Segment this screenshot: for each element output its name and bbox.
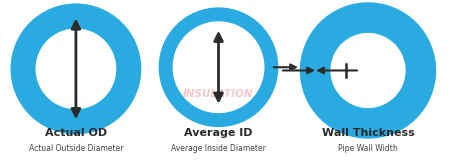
- Text: Wall Thickness: Wall Thickness: [321, 128, 414, 138]
- Text: INSULATION: INSULATION: [183, 89, 253, 99]
- Text: Average ID: Average ID: [184, 128, 252, 138]
- Text: Pipe Wall Width: Pipe Wall Width: [337, 144, 397, 153]
- Text: Actual OD: Actual OD: [45, 128, 107, 138]
- Text: Average Inside Diameter: Average Inside Diameter: [171, 144, 265, 153]
- Text: Actual Outside Diameter: Actual Outside Diameter: [28, 144, 123, 153]
